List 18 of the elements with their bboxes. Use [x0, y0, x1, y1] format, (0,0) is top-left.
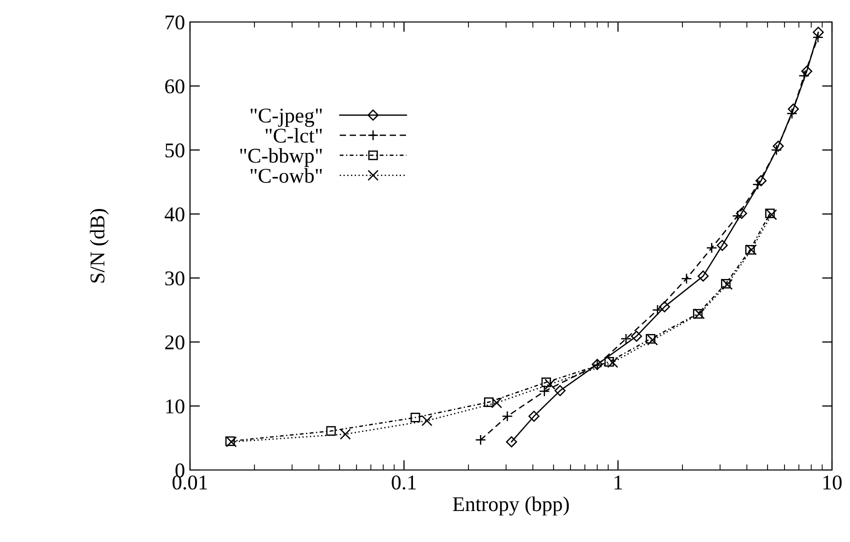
y-tick-label: 70 [166, 15, 184, 30]
y-tick-label: 0 [176, 463, 184, 478]
x-tick-label: 0.01 [172, 475, 207, 490]
y-tick-label: 30 [165, 271, 184, 286]
x-axis-title: Entropy (bpp) [452, 496, 569, 516]
y-tick-label: 40 [164, 207, 184, 222]
y-tick-label: 60 [165, 79, 184, 94]
x-tick-label: 1 [614, 476, 622, 490]
legend-label: "C-owb" [250, 168, 322, 183]
x-tick-label: 10 [823, 475, 842, 490]
y-tick-label: 50 [166, 143, 184, 158]
legend-label: "C-bbwp" [240, 148, 322, 168]
legend-label: "C-lct" [266, 128, 322, 143]
y-tick-label: 20 [165, 335, 184, 350]
x-tick-label: 0.1 [392, 475, 416, 490]
y-tick-label: 10 [166, 399, 184, 414]
legend-label: "C-jpeg" [250, 108, 322, 127]
y-axis-title: S/N (dB) [90, 209, 109, 283]
